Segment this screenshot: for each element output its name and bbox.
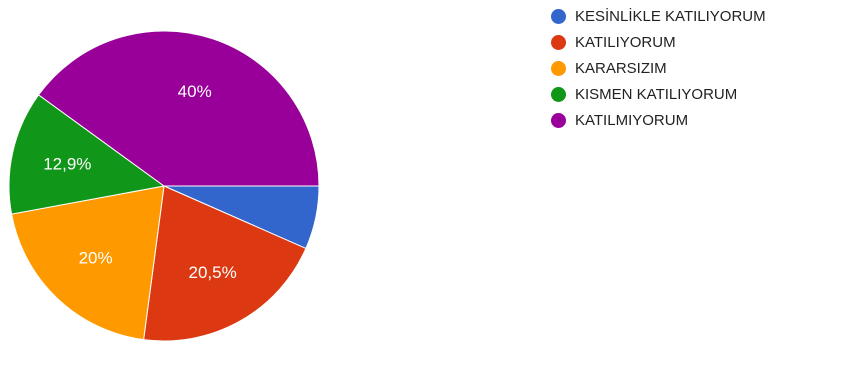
legend-color-dot [551,113,566,129]
slice-data-label: 40% [178,82,212,101]
legend-color-dot [551,34,566,50]
pie-slice [10,185,165,341]
slice-data-label: 12,9% [43,155,91,174]
legend-item: KISMEN KATILIYORUM [551,86,766,104]
slice-data-label: 20% [79,248,113,267]
legend-color-dot [551,87,566,103]
chart-legend: KESİNLİKLE KATILIYORUM KATILIYORUM KARARSI… [551,7,766,138]
legend-label: KARARSIZIM [575,59,667,77]
pie-slice [37,30,320,187]
legend-item: KESİNLİKLE KATILIYORUM [551,7,766,25]
slice-data-label: 20,5% [188,263,236,282]
legend-label: KESİNLİKLE KATILIYORUM [575,7,766,25]
pie-data-labels: 20,5% 20% 12,9% 40% [43,82,237,282]
legend-item: KARARSIZIM [551,59,766,77]
pie-chart: 20,5% 20% 12,9% 40% [8,30,320,342]
legend-color-dot [551,8,566,24]
pie-slices [8,30,320,342]
legend-color-dot [551,60,566,76]
pie-slice [143,185,307,342]
legend-label: KATILIYORUM [575,33,676,51]
legend-item: KATILMIYORUM [551,112,766,130]
legend-label: KATILMIYORUM [575,112,689,130]
legend-item: KATILIYORUM [551,33,766,51]
pie-slice [8,94,166,215]
legend-label: KISMEN KATILIYORUM [575,86,738,104]
